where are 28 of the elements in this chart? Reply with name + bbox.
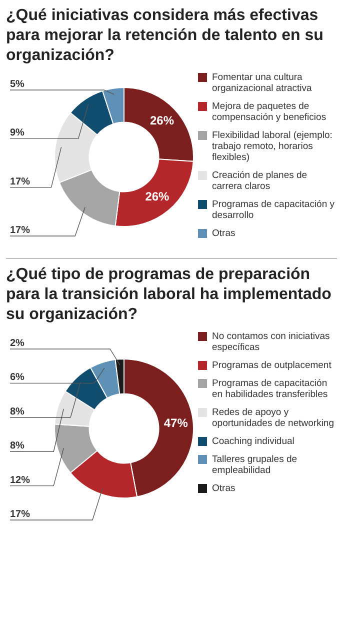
data-label: 47% [164,416,188,430]
data-label: 5% [10,79,25,90]
legend-label: Mejora de paquetes de compensación y beneficios [212,101,328,123]
legend-label: No contamos con iniciativas específicas [212,331,331,353]
data-label: 17% [10,176,30,188]
legend-label: Programas de capacitación y desarrollo [212,199,336,221]
legend-label: Fomentar una cultura organizacional atractiva [212,72,313,94]
legend-label: Talleres grupales de empleabilidad [212,454,298,476]
data-label: 8% [10,406,25,418]
legend-label: Coaching individual [212,436,294,447]
data-label: 9% [10,128,25,139]
data-label: 17% [10,509,30,520]
legend-label: Flexibilidad laboral (ejemplo: trabajo remoto, horarios flexibles) [212,130,334,163]
data-label: 2% [10,338,25,349]
data-label: 12% [10,474,30,486]
legend-label: Programas de capacitación en habilidades transferibles [212,378,329,400]
data-label: 6% [10,372,25,384]
legend-label: Creación de planes de carrera claros [212,170,308,192]
legend-label: Otras [212,483,236,494]
chart-title: ¿Qué iniciativas considera más efectivas para mejorar la retención de talento en su organización? [6,6,324,66]
chart-title: ¿Qué tipo de programas de preparación para la transición laboral ha implementado su organización? [6,265,332,325]
legend-label: Otras [212,228,236,239]
data-label: 8% [10,440,25,452]
legend-label: Programas de outplacement [212,360,332,371]
data-label: 26% [145,189,170,204]
legend-label: Redes de apoyo y oportunidades de networking [212,407,336,429]
data-label: 17% [10,225,30,236]
data-label: 26% [150,114,174,128]
